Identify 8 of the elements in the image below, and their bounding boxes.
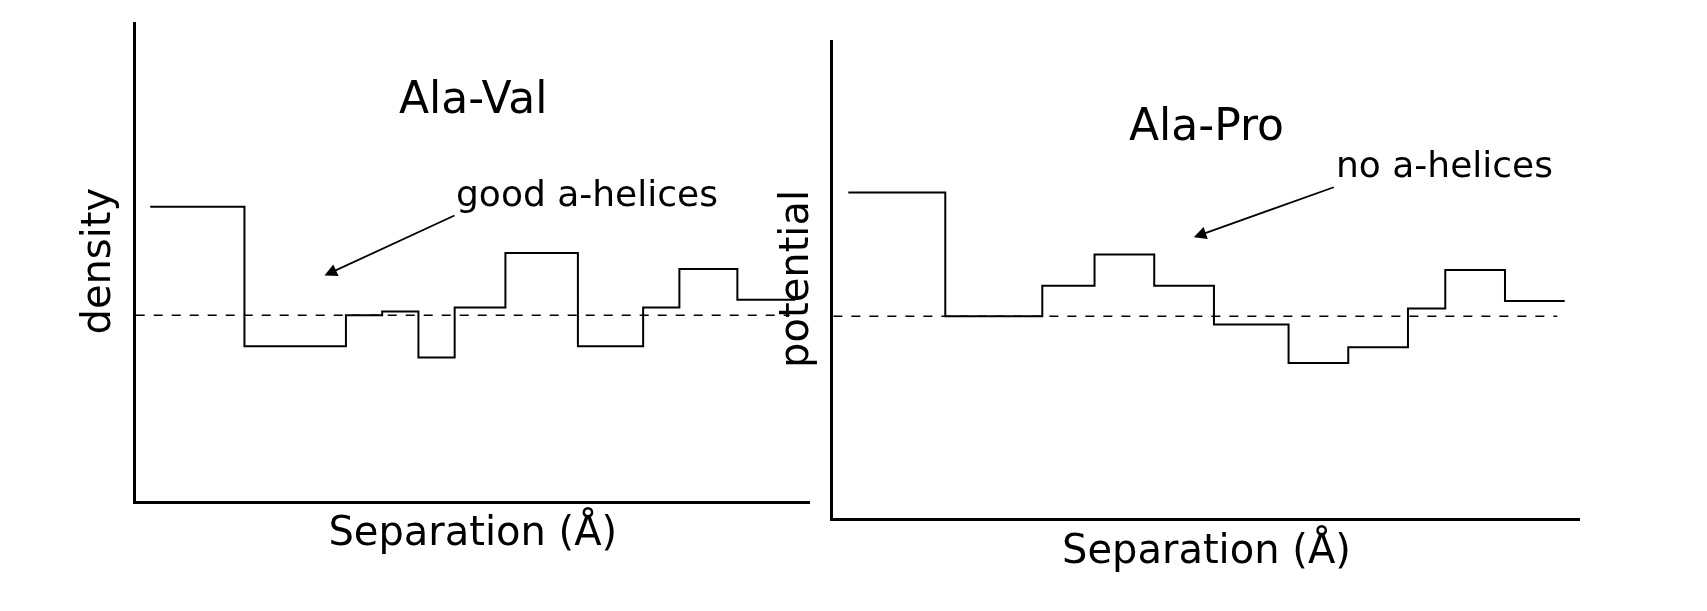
y-axis-title: potential xyxy=(770,189,817,368)
x-axis-title: Separation (Å) xyxy=(1062,524,1351,572)
chart-title: Ala-Pro xyxy=(1129,99,1284,150)
text: no a-helices xyxy=(1336,144,1554,185)
y-axis-title: density xyxy=(73,187,120,335)
annotation: good a-helices xyxy=(456,173,718,214)
x-axis-title: Separation (Å) xyxy=(328,507,618,555)
chart-title: Ala-Val xyxy=(399,72,548,123)
